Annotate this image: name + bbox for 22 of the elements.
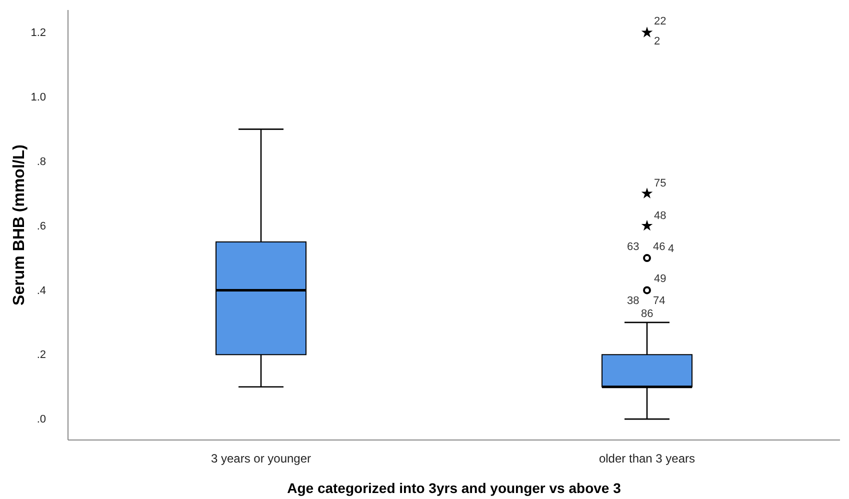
annotation: 2: [654, 36, 660, 48]
annotation: 22: [654, 16, 666, 28]
y-axis-title: Serum BHB (mmol/L): [11, 144, 28, 306]
annotation: 4: [668, 243, 674, 256]
annotation: 46: [653, 241, 666, 254]
x-axis-title: Age categorized into 3yrs and younger vs above 3: [287, 480, 622, 496]
annotation: 49: [654, 273, 666, 286]
annotation: 48: [654, 210, 666, 222]
y-tick-label: .2: [36, 349, 46, 362]
x-tick-label: older than 3 years: [598, 452, 696, 466]
annotation: 74: [653, 295, 666, 308]
x-tick-label: 3 years or younger: [210, 452, 312, 466]
annotation: 75: [654, 178, 666, 190]
y-tick-label: .6: [36, 220, 46, 232]
annotation: 63: [627, 241, 640, 254]
y-tick-label: 1.2: [30, 27, 46, 40]
annotation: 38: [627, 295, 640, 308]
y-tick-label: .4: [36, 284, 46, 297]
y-tick-label: .0: [36, 414, 46, 426]
y-tick-label: .8: [36, 156, 46, 168]
annotation: 86: [641, 308, 654, 320]
y-tick-label: 1.0: [30, 91, 46, 104]
